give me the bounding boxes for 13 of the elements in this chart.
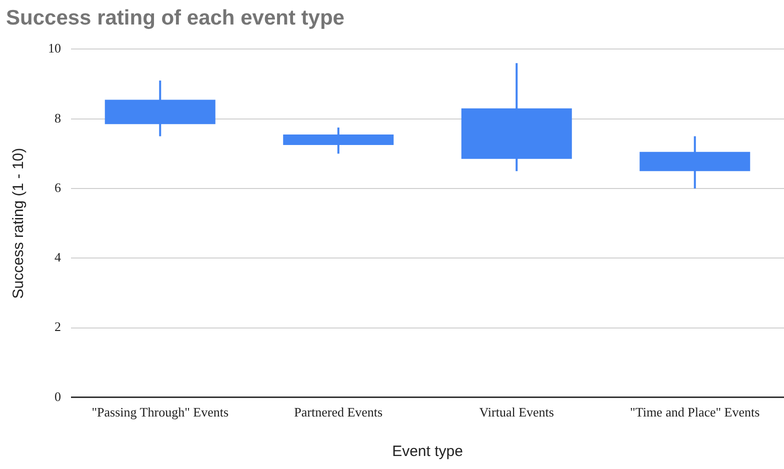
y-tick-label: 10 <box>48 40 61 56</box>
y-tick-label: 0 <box>54 388 61 404</box>
chart-title: Success rating of each event type <box>6 6 344 30</box>
y-tick-label: 2 <box>54 319 61 334</box>
x-tick-label: "Passing Through" Events <box>92 404 229 420</box>
x-axis-title: Event type <box>392 443 463 460</box>
y-tick-label: 6 <box>54 180 62 195</box>
x-tick-label: "Time and Place" Events <box>630 404 760 420</box>
y-tick-label: 4 <box>54 250 62 265</box>
x-tick-label: Partnered Events <box>294 404 383 420</box>
y-tick-label: 8 <box>54 110 61 126</box>
y-axis-title: Success rating (1 - 10) <box>10 148 28 299</box>
x-tick-label: Virtual Events <box>479 404 554 420</box>
